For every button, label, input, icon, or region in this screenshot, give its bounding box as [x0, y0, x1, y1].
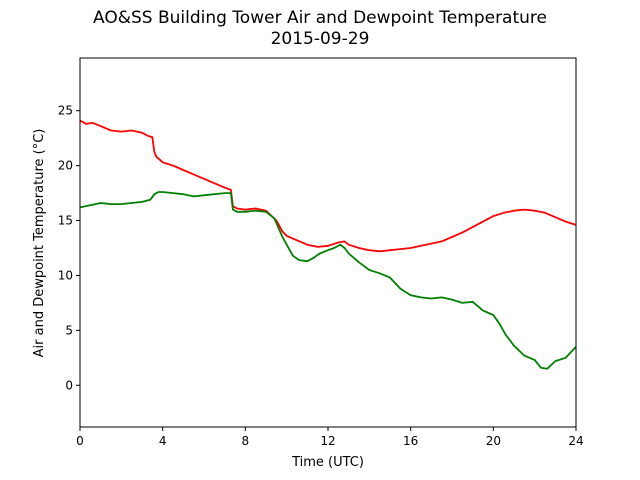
x-tick-label: 8 [242, 434, 250, 448]
y-tick-label: 15 [58, 214, 73, 228]
plot-frame [79, 57, 577, 428]
chart-subtitle: 2015-09-29 [270, 29, 370, 49]
y-tick-label: 20 [58, 159, 73, 173]
y-tick-label: 10 [58, 268, 73, 282]
x-tick-label: 16 [403, 434, 418, 448]
x-tick-label: 0 [76, 434, 84, 448]
series-layer [79, 119, 577, 370]
series-1-line [79, 191, 577, 370]
y-tick-label: 25 [58, 104, 73, 118]
y-axis: 0 5 10 15 20 25 [58, 104, 80, 392]
x-tick-label: 12 [320, 434, 335, 448]
chart-title: AO&SS Building Tower Air and Dewpoint Te… [92, 8, 547, 28]
x-tick-label: 24 [568, 434, 583, 448]
y-tick-label: 0 [65, 378, 73, 392]
x-tick-label: 20 [486, 434, 501, 448]
x-axis: 0 4 8 12 16 20 24 [76, 427, 584, 448]
series-0-line [79, 119, 577, 253]
x-axis-label: Time (UTC) [291, 455, 364, 470]
y-axis-label: Air and Dewpoint Temperature (°C) [32, 129, 47, 358]
x-tick-label: 4 [159, 434, 167, 448]
y-tick-label: 5 [65, 323, 73, 337]
